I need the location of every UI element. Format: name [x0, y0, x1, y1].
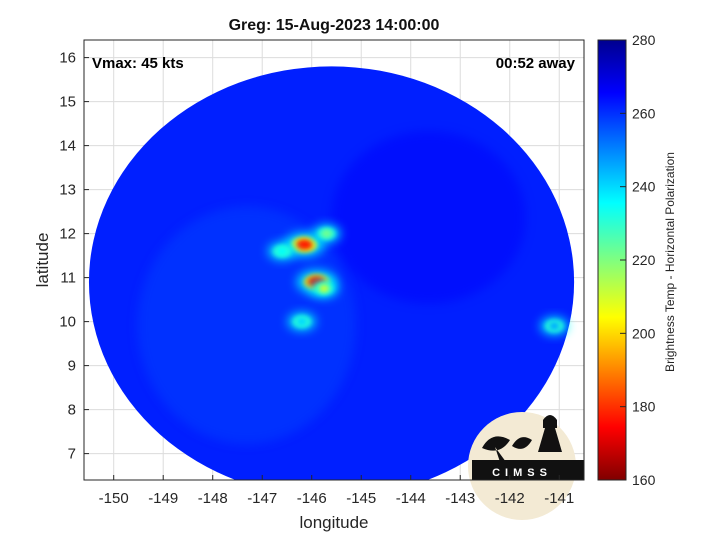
colorbar-tick-label: 280: [632, 32, 656, 48]
colorbar-tick-label: 240: [632, 179, 656, 195]
colorbar-ticks: 160 180 200 220 240 260 280: [620, 32, 656, 488]
logo-dish-icon: [482, 436, 532, 462]
storm-feature: [540, 317, 569, 335]
y-tick-label: 12: [59, 226, 76, 243]
x-tick-label: -143: [445, 490, 475, 507]
colorbar: 160 180 200 220 240 260 280 Brightness Temp - …: [597, 32, 677, 488]
storm-feature: [287, 312, 316, 331]
y-axis-ticks: 7 8 9 10 11 12 13 14 15 16: [59, 50, 89, 463]
y-tick-label: 13: [59, 182, 76, 199]
colorbar-tick-label: 160: [632, 472, 656, 488]
plot-area: Vmax: 45 kts 00:52 away CIMSS -150 -149 -1…: [59, 39, 585, 520]
y-tick-label: 16: [59, 50, 76, 67]
x-axis-ticks: -150 -149 -148 -147 -146 -145 -144 -143 -142 -141: [99, 475, 574, 507]
colorbar-tick-label: 220: [632, 252, 656, 268]
storm-feature: [312, 224, 341, 243]
feature-core: [549, 322, 560, 330]
x-tick-label: -146: [297, 490, 327, 507]
x-tick-label: -142: [495, 490, 525, 507]
logo-text: CIMSS: [492, 467, 552, 479]
feature-core: [321, 229, 332, 238]
x-axis-label: longitude: [299, 513, 368, 532]
chart-title: Greg: 15-Aug-2023 14:00:00: [229, 17, 440, 34]
features: [268, 224, 569, 335]
colorbar-label: Brightness Temp - Horizontal Polarizatio…: [663, 152, 677, 372]
storm-feature: [310, 279, 339, 298]
y-tick-label: 10: [59, 314, 76, 331]
storm-feature: [268, 242, 297, 261]
x-tick-label: -141: [544, 490, 574, 507]
logo-water-tower-icon: [538, 415, 562, 452]
y-tick-label: 15: [59, 94, 76, 111]
x-tick-label: -144: [396, 490, 426, 507]
x-tick-label: -148: [198, 490, 228, 507]
cimss-logo: CIMSS: [468, 412, 584, 520]
colorbar-tick-label: 200: [632, 325, 656, 341]
swath: [89, 66, 575, 480]
y-tick-label: 14: [59, 138, 76, 155]
feature-core: [296, 317, 307, 326]
colorbar-tick-label: 260: [632, 105, 656, 121]
feature-core: [296, 239, 313, 250]
x-tick-label: -145: [346, 490, 376, 507]
y-tick-label: 8: [68, 402, 76, 419]
y-tick-label: 7: [68, 446, 76, 463]
swath-texture: [137, 206, 356, 444]
vmax-annotation: Vmax: 45 kts: [92, 55, 184, 72]
y-axis-label: latitude: [33, 233, 52, 288]
feature-core: [277, 247, 288, 256]
swath-texture: [331, 131, 526, 304]
y-tick-label: 11: [60, 270, 76, 287]
colorbar-tick-label: 180: [632, 399, 656, 415]
y-tick-label: 9: [68, 358, 76, 375]
x-tick-label: -150: [99, 490, 129, 507]
logo-ground: [472, 460, 584, 480]
time-away-annotation: 00:52 away: [496, 55, 576, 72]
x-tick-label: -149: [148, 490, 178, 507]
plot-frame: [83, 39, 585, 481]
x-tick-label: -147: [247, 490, 277, 507]
feature-core: [319, 284, 330, 293]
